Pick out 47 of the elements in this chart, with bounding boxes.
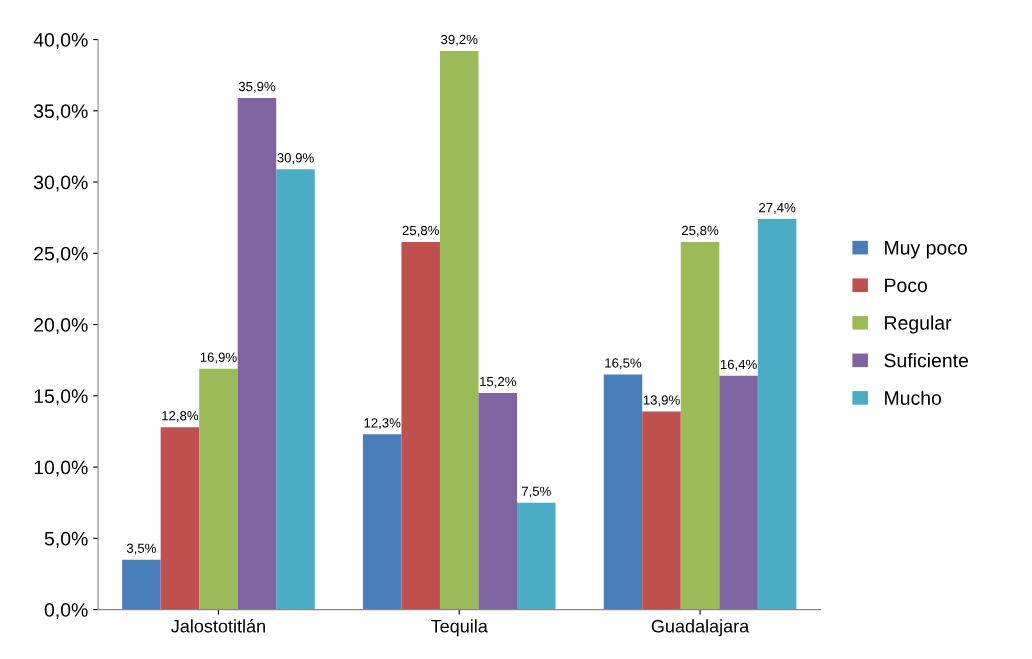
y-tick-label: 15,0% (34, 389, 88, 406)
y-tick-label: 20,0% (34, 318, 88, 335)
x-tick-label: Tequila (431, 619, 488, 637)
bar (642, 411, 681, 610)
legend-label: Muy poco (885, 241, 967, 259)
data-label: 16,5% (605, 358, 642, 370)
data-label: 3,5% (126, 543, 156, 555)
data-label: 25,8% (402, 225, 439, 237)
x-tick-label: Guadalajara (651, 619, 750, 637)
data-label: 12,8% (162, 411, 199, 422)
legend-label: Suficiente (884, 353, 969, 368)
data-label: 16,4% (720, 359, 757, 371)
bar (362, 434, 402, 610)
bar (680, 241, 720, 610)
bar (160, 427, 200, 610)
legend-label: Mucho (885, 390, 942, 405)
y-tick-label: 0,0% (44, 603, 88, 620)
data-label: 7,5% (521, 486, 551, 498)
data-label: 27,4% (759, 202, 796, 214)
legend-label: Regular (885, 315, 952, 334)
bar (757, 219, 797, 610)
bar (401, 241, 440, 610)
y-tick-label: 30,0% (33, 175, 88, 192)
data-label: 16,9% (200, 352, 237, 364)
data-label: 25,8% (682, 225, 719, 237)
y-tick-label: 25,0% (34, 246, 88, 263)
bar (439, 50, 479, 610)
x-tick-label: Jalostotitlán (171, 619, 265, 633)
bar (719, 375, 758, 610)
y-tick-label: 35,0% (33, 104, 88, 121)
bar (603, 374, 643, 610)
bar (276, 169, 315, 610)
data-label: 12,3% (364, 418, 401, 430)
bar (199, 368, 238, 610)
data-label: 30,9% (277, 153, 314, 165)
data-label: 13,9% (643, 395, 680, 407)
data-label: 35,9% (238, 81, 276, 93)
y-tick-label: 10,0% (34, 460, 88, 477)
bar (478, 392, 518, 610)
bar (122, 559, 161, 610)
data-label: 39,2% (441, 34, 478, 46)
legend-label: Poco (885, 278, 927, 293)
y-tick-label: 5,0% (44, 531, 88, 548)
data-label: 15,2% (480, 376, 517, 388)
y-tick-label: 40,0% (33, 33, 88, 50)
bar (237, 97, 277, 610)
bar (517, 502, 556, 610)
